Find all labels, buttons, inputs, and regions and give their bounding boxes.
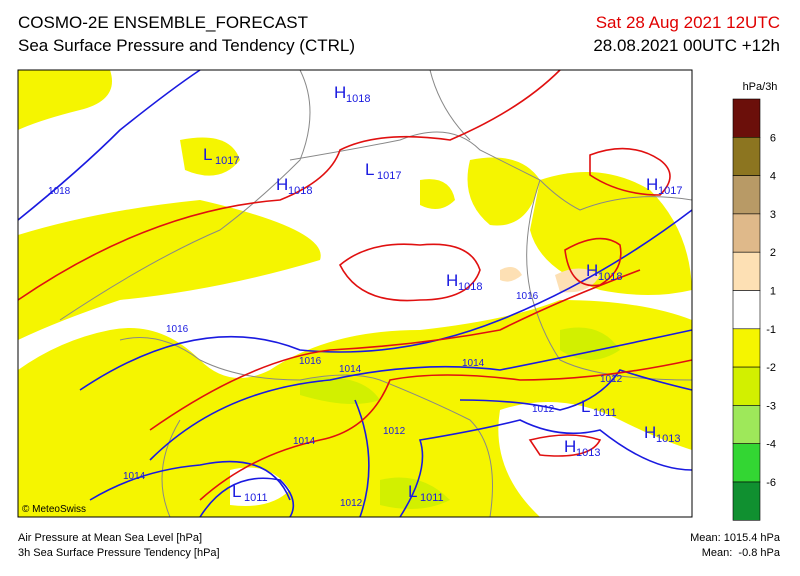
center-value: 1017 [658, 185, 682, 197]
colorbar-label: 3 [770, 209, 776, 221]
center-value: 1017 [377, 170, 401, 182]
center-value: 1011 [593, 407, 617, 419]
center-letter: L [365, 160, 374, 179]
colorbar-label: 6 [770, 132, 776, 144]
isobar-labels: 1018 1016 1016 1016 1014 1014 1012 1012 1012 1014… [48, 186, 623, 509]
isobar-label: 1014 [339, 364, 362, 375]
isobar-label: 1016 [166, 324, 189, 335]
center-letter: H [446, 271, 458, 290]
tendency-areas-green [300, 327, 620, 509]
colorbar-class [732, 251, 761, 291]
isobar-label: 1014 [462, 358, 485, 369]
center-letter: H [586, 261, 598, 280]
mean-pressure: Mean: 1015.4 hPa [690, 532, 781, 544]
isobar-label: 1014 [293, 436, 316, 447]
footer-line2: 3h Sea Surface Pressure Tendency [hPa] [18, 547, 220, 559]
colorbar-label: -1 [766, 324, 776, 336]
center-value: 1018 [458, 281, 482, 293]
isobar-label: 1016 [299, 356, 322, 367]
map-frame [17, 69, 693, 518]
colorbar-class [732, 328, 761, 368]
tendency-areas [18, 70, 692, 517]
center-value: 1013 [576, 447, 600, 459]
center-value: 1013 [656, 433, 680, 445]
isobar-label: 1012 [532, 404, 555, 415]
center-value: 1011 [420, 492, 444, 504]
isobars-red [17, 69, 693, 501]
run-time: 28.08.2021 00UTC +12h [593, 36, 780, 55]
footer-line1: Air Pressure at Mean Sea Level [hPa] [18, 532, 202, 544]
colorbar-class [732, 213, 761, 253]
subtitle: Sea Surface Pressure and Tendency (CTRL) [18, 36, 355, 55]
center-letter: H [334, 83, 346, 102]
center-letter: H [644, 423, 656, 442]
colorbar-label: 4 [770, 171, 776, 183]
center-letter: L [581, 397, 590, 416]
center-value: 1018 [346, 93, 370, 105]
center-letter: H [646, 175, 658, 194]
center-letter: L [203, 145, 212, 164]
title: COSMO-2E ENSEMBLE_FORECAST [18, 13, 308, 32]
colorbar-label: -6 [766, 477, 776, 489]
isobars-blue [17, 69, 693, 518]
borders [59, 69, 693, 518]
colorbar-unit: hPa/3h [743, 81, 778, 93]
colorbar-class [732, 481, 761, 521]
colorbar-label: 1 [770, 286, 776, 298]
isobar-label: 1012 [340, 498, 363, 509]
colorbar-class [732, 366, 761, 406]
copyright: © MeteoSwiss [22, 504, 86, 515]
colorbar-class [732, 98, 761, 138]
colorbar-label: -4 [766, 439, 776, 451]
isobar-label: 1012 [383, 426, 406, 437]
colorbar-class [732, 443, 761, 483]
colorbar-class [732, 405, 761, 444]
center-value: 1017 [215, 155, 239, 167]
center-value: 1011 [244, 492, 268, 504]
colorbar-class [732, 175, 761, 215]
center-letter: H [564, 437, 576, 456]
colorbar: hPa/3h 6 4 3 2 1 -1 -2 -3 -4 -6 [732, 81, 778, 521]
isobar-label: 1018 [48, 186, 71, 197]
valid-time: Sat 28 Aug 2021 12UTC [596, 13, 780, 32]
colorbar-label: 2 [770, 247, 776, 259]
colorbar-label: -3 [766, 400, 776, 412]
center-letter: L [232, 482, 241, 501]
center-value: 1018 [598, 271, 622, 283]
center-letter: H [276, 175, 288, 194]
isobar-label: 1016 [516, 291, 539, 302]
colorbar-class [732, 137, 761, 176]
isobar-label: 1012 [600, 374, 623, 385]
center-value: 1018 [288, 185, 312, 197]
mean-tendency: Mean: -0.8 hPa [702, 547, 781, 559]
center-letter: L [408, 482, 417, 501]
colorbar-class [732, 290, 761, 330]
isobar-label: 1014 [123, 471, 146, 482]
colorbar-label: -2 [766, 362, 776, 374]
